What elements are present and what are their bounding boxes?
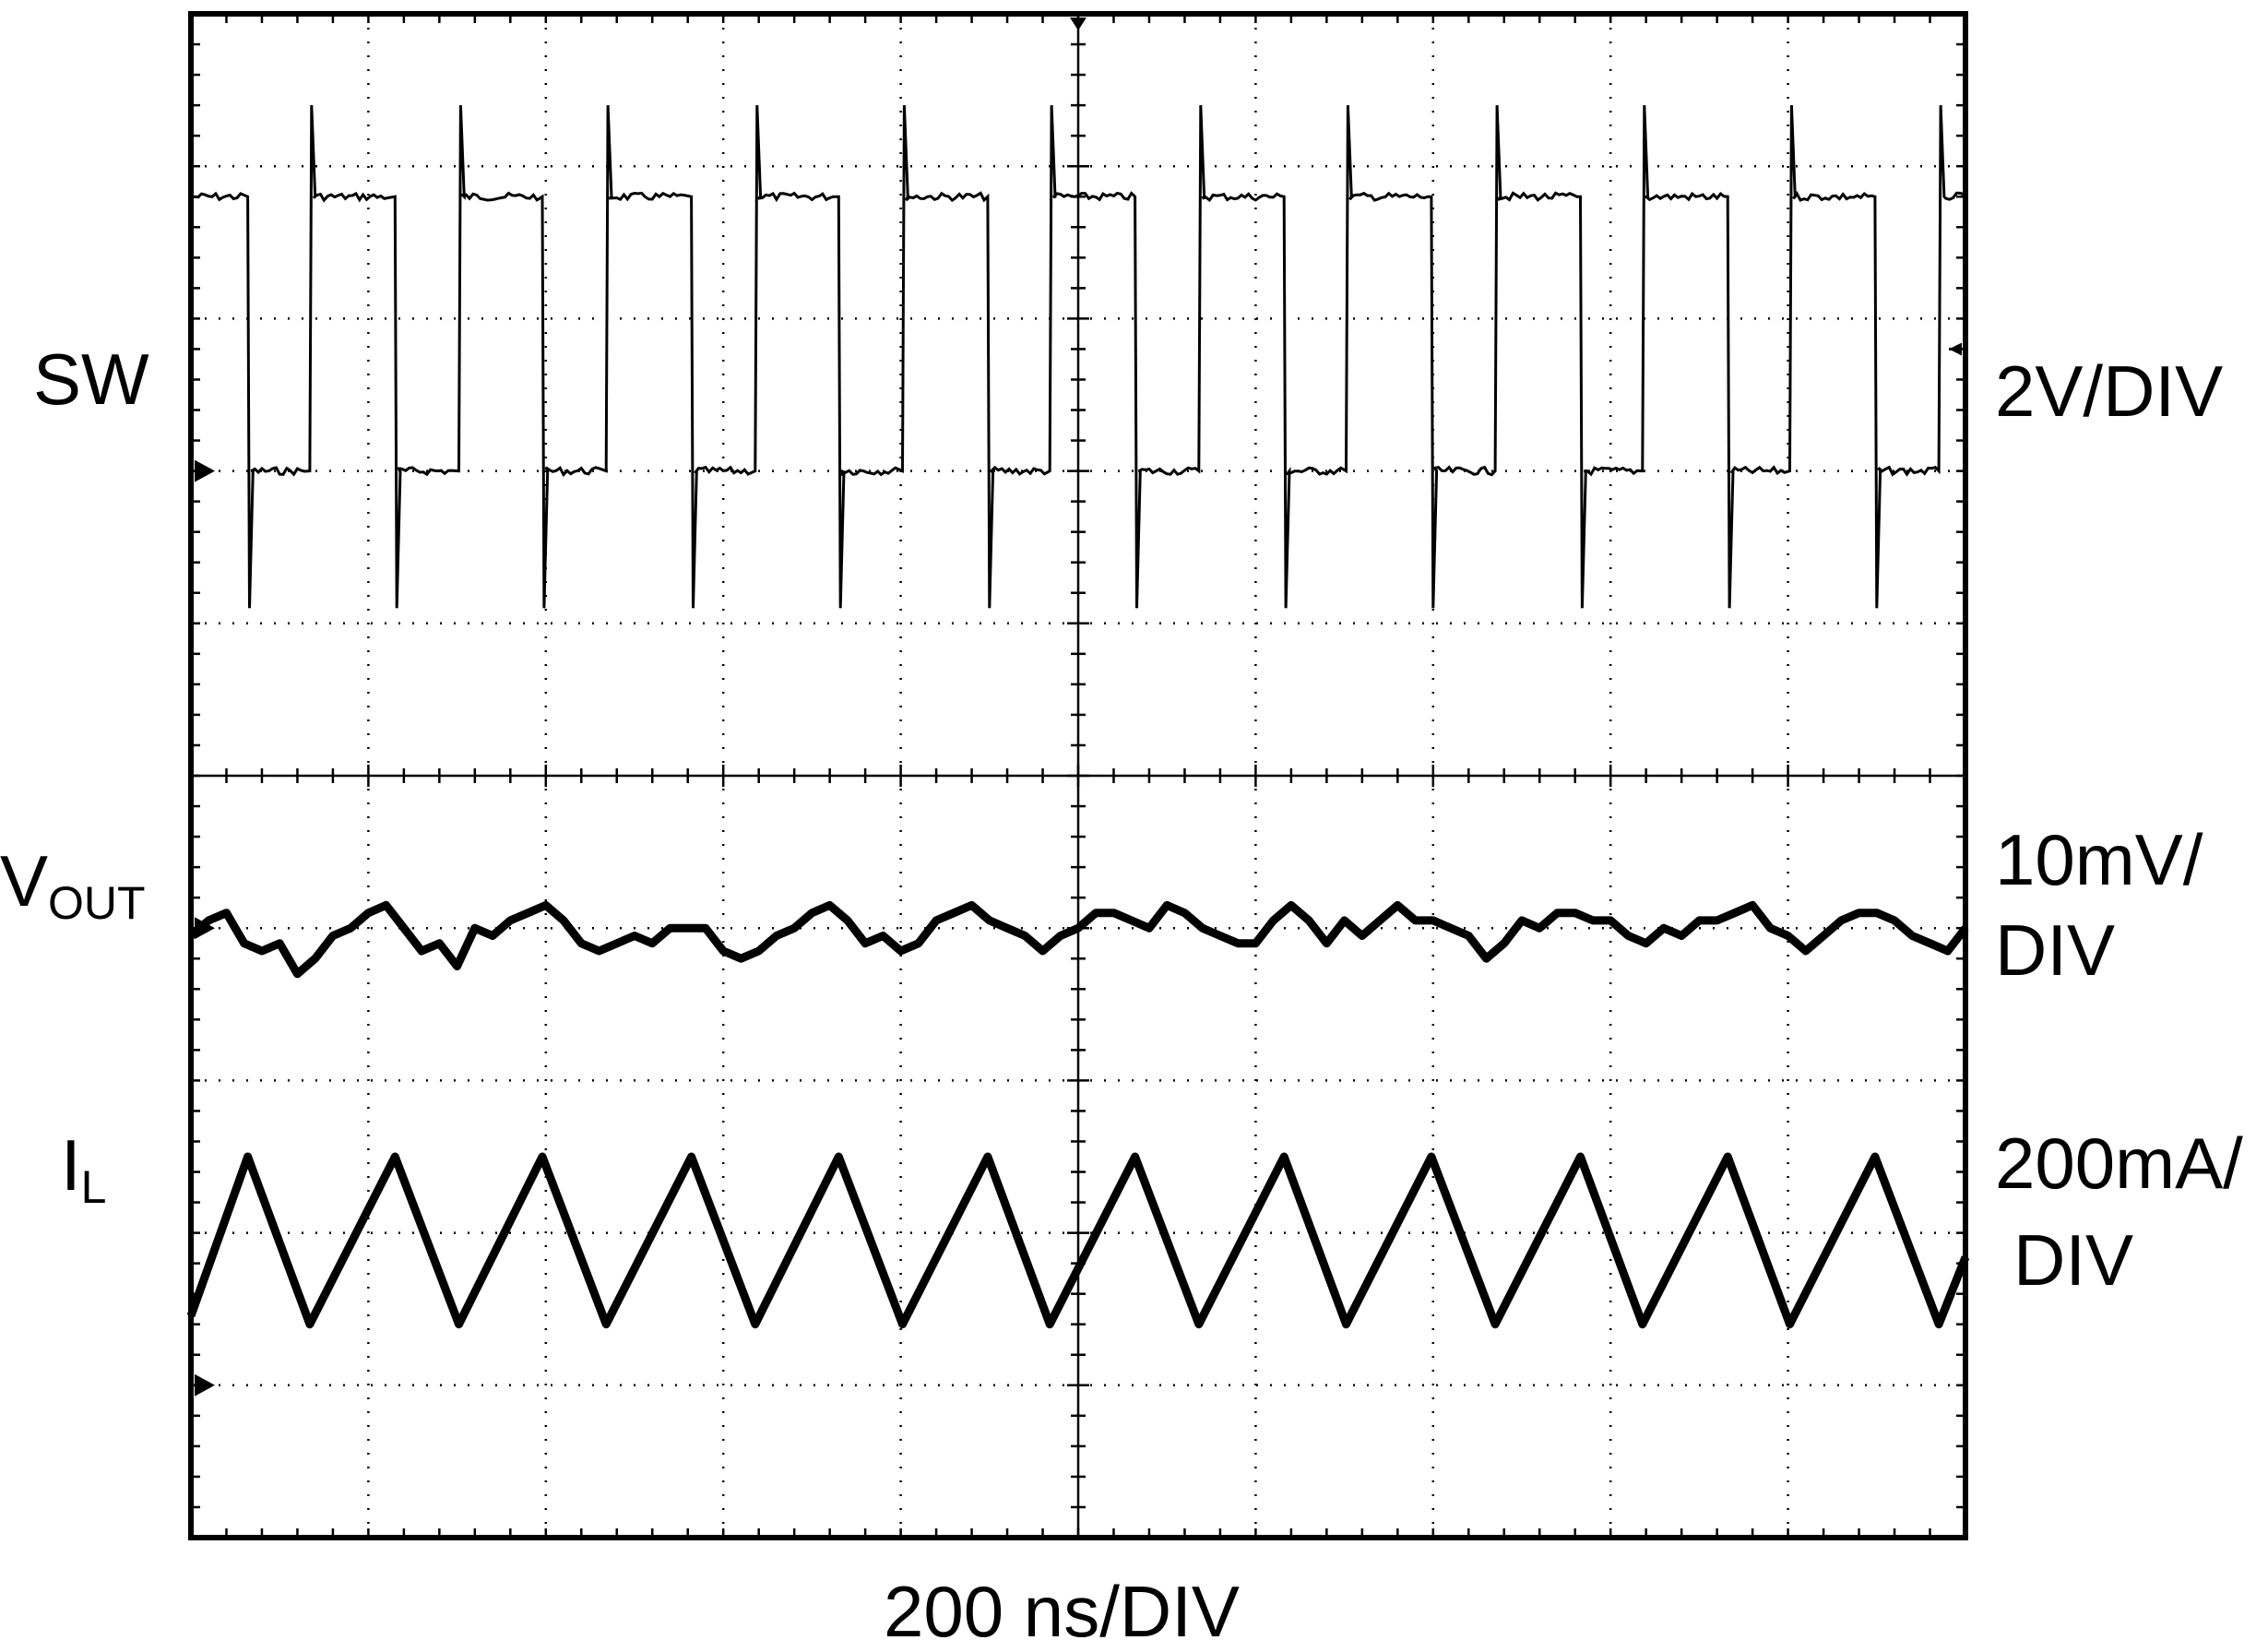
trigger-position-marker <box>1070 18 1087 30</box>
vout-scale-label-1: 10mV/ <box>1995 819 2203 900</box>
vout-channel-label: VOUT <box>0 845 146 926</box>
chart-frame <box>188 11 1968 1540</box>
il-channel-label: IL <box>61 1129 106 1210</box>
il-label-main: I <box>61 1124 81 1206</box>
chart-traces <box>186 105 1970 1329</box>
il-trace <box>186 1152 1970 1329</box>
il-label-sub: L <box>80 1161 107 1213</box>
sw-scale-label: 2V/DIV <box>1995 351 2224 432</box>
ground-marker-il <box>195 1373 215 1396</box>
vout-label-sub: OUT <box>48 877 146 929</box>
x-axis-label: 200 ns/DIV <box>884 1571 1240 1652</box>
il-scale-label-1: 200mA/ <box>1995 1123 2243 1204</box>
sw-trace <box>190 105 1965 609</box>
il-scale-label-2: DIV <box>2013 1219 2134 1301</box>
ground-marker-sw <box>195 459 215 482</box>
vout-trace <box>188 900 1969 979</box>
vout-label-main: V <box>0 840 49 921</box>
sw-channel-label: SW <box>33 339 149 420</box>
vout-scale-label-2: DIV <box>1995 909 2116 991</box>
ground-marker-vout <box>195 917 215 940</box>
chart-markers <box>195 18 1962 1396</box>
